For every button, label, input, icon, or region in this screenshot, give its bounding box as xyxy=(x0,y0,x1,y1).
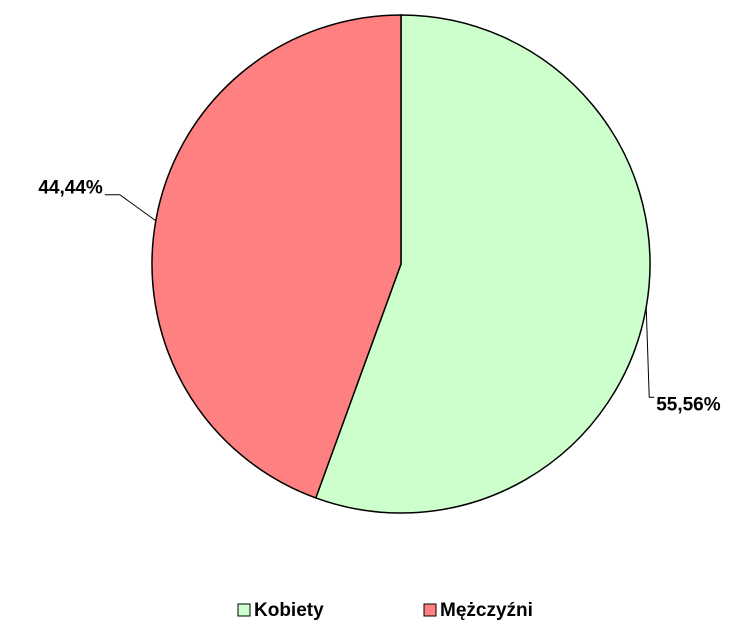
legend-swatch xyxy=(237,603,251,617)
leader-line xyxy=(645,307,655,398)
pie-slice xyxy=(314,14,651,514)
data-label: 44,44% xyxy=(38,178,103,199)
pie-slice xyxy=(151,14,402,499)
legend-label: Mężczyźni xyxy=(440,600,533,621)
legend-label: Kobiety xyxy=(254,600,324,621)
leader-line xyxy=(104,194,157,222)
legend-swatch xyxy=(423,603,437,617)
data-label: 55,56% xyxy=(656,394,721,415)
